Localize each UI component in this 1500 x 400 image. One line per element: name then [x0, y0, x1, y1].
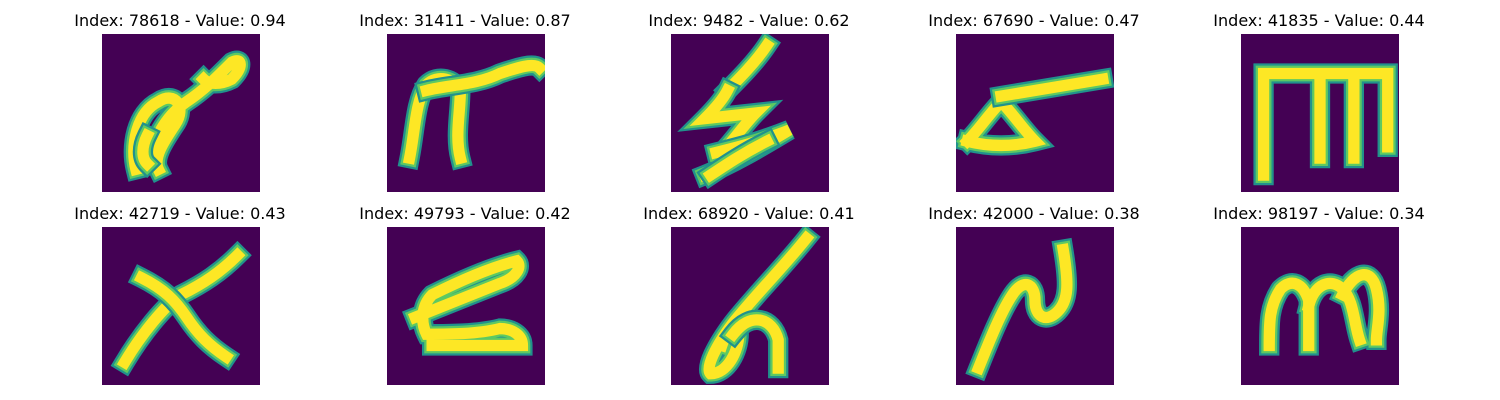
- panel-title: Index: 98197 - Value: 0.34: [1213, 204, 1425, 223]
- panel-image: [102, 34, 260, 192]
- glyph-stroke: [407, 254, 529, 352]
- glyph-stroke: [725, 314, 784, 374]
- glyph-stroke: [994, 72, 1110, 103]
- glyph-stroke: [959, 93, 1047, 152]
- panel-image: [387, 34, 545, 192]
- panel-image: [671, 227, 829, 385]
- panel-6: Index: 49793 - Value: 0.42: [315, 193, 615, 385]
- panel-3: Index: 67690 - Value: 0.47: [884, 0, 1184, 192]
- panel-5: Index: 42719 - Value: 0.43: [30, 193, 330, 385]
- panel-title: Index: 49793 - Value: 0.42: [359, 204, 571, 223]
- panel-4: Index: 41835 - Value: 0.44: [1169, 0, 1469, 192]
- panel-title: Index: 67690 - Value: 0.47: [928, 11, 1140, 30]
- panel-image: [956, 34, 1114, 192]
- glyph-stroke: [419, 59, 545, 98]
- glyph-stroke: [702, 133, 775, 183]
- panel-title: Index: 42000 - Value: 0.38: [928, 204, 1140, 223]
- panel-image: [1241, 227, 1399, 385]
- panel-title: Index: 31411 - Value: 0.87: [359, 11, 571, 30]
- panel-image: [1241, 34, 1399, 192]
- panel-title: Index: 9482 - Value: 0.62: [648, 11, 850, 30]
- panel-title: Index: 78618 - Value: 0.94: [74, 11, 286, 30]
- panel-7: Index: 68920 - Value: 0.41: [599, 193, 899, 385]
- panel-title: Index: 42719 - Value: 0.43: [74, 204, 286, 223]
- panel-title: Index: 68920 - Value: 0.41: [643, 204, 855, 223]
- glyph-stroke: [133, 270, 234, 365]
- panel-9: Index: 98197 - Value: 0.34: [1169, 193, 1469, 385]
- glyph-stroke: [971, 243, 1073, 376]
- panel-image: [102, 227, 260, 385]
- glyph-stroke: [137, 128, 156, 172]
- panel-1: Index: 31411 - Value: 0.87: [315, 0, 615, 192]
- glyph-stroke: [1263, 269, 1385, 352]
- glyph-stroke: [128, 55, 246, 177]
- panel-image: [671, 34, 829, 192]
- glyph-stroke: [1257, 67, 1394, 181]
- panel-image: [956, 227, 1114, 385]
- panel-0: Index: 78618 - Value: 0.94: [30, 0, 330, 192]
- panel-2: Index: 9482 - Value: 0.62: [599, 0, 899, 192]
- panel-image: [387, 227, 545, 385]
- panel-8: Index: 42000 - Value: 0.38: [884, 193, 1184, 385]
- panel-title: Index: 41835 - Value: 0.44: [1213, 11, 1425, 30]
